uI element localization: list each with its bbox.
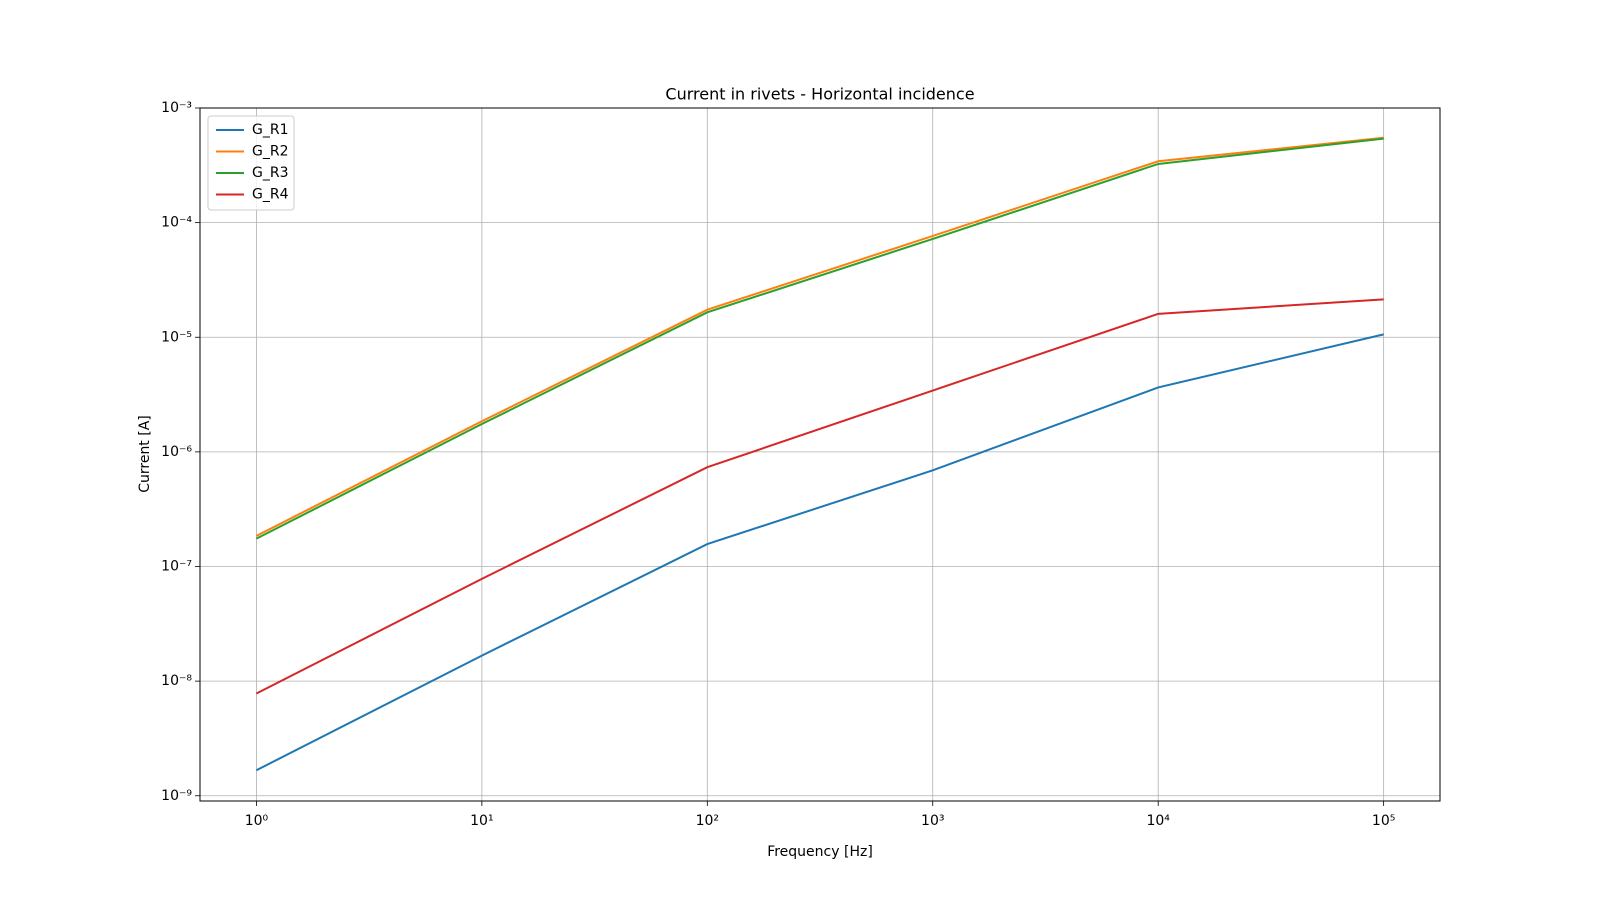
y-axis-label: Current [A] xyxy=(137,415,153,493)
y-tick-label: 10⁻⁶ xyxy=(161,444,192,460)
legend-label: G_R1 xyxy=(252,122,288,138)
plot-frame xyxy=(199,107,1441,802)
x-tick-label: 10¹ xyxy=(470,813,493,829)
series-line xyxy=(255,137,1384,540)
x-tick-label: 10⁰ xyxy=(245,813,269,829)
y-tick-label: 10⁻⁸ xyxy=(161,673,192,689)
legend: G_R1 G_R2 G_R3 G_R4 xyxy=(207,115,295,211)
y-tick-label: 10⁻³ xyxy=(161,100,192,116)
series-line xyxy=(255,136,1384,537)
legend-label: G_R3 xyxy=(252,165,288,181)
x-tick-label: 10² xyxy=(696,813,719,829)
y-tick-label: 10⁻⁷ xyxy=(161,559,192,575)
x-tick-label: 10⁴ xyxy=(1146,813,1170,829)
y-tick-label: 10⁻⁴ xyxy=(161,215,192,231)
chart-title: Current in rivets - Horizontal incidence xyxy=(665,85,974,104)
x-tick-label: 10⁵ xyxy=(1372,813,1395,829)
series-line xyxy=(255,333,1384,772)
y-tick-label: 10⁻⁹ xyxy=(161,788,192,804)
legend-box xyxy=(207,115,295,211)
x-axis-label: Frequency [Hz] xyxy=(767,844,873,860)
legend-label: G_R4 xyxy=(252,187,289,203)
y-tick-label: 10⁻⁵ xyxy=(161,329,192,345)
x-tick-label: 10³ xyxy=(921,813,944,829)
series-line xyxy=(255,298,1384,695)
legend-label: G_R2 xyxy=(252,144,288,160)
